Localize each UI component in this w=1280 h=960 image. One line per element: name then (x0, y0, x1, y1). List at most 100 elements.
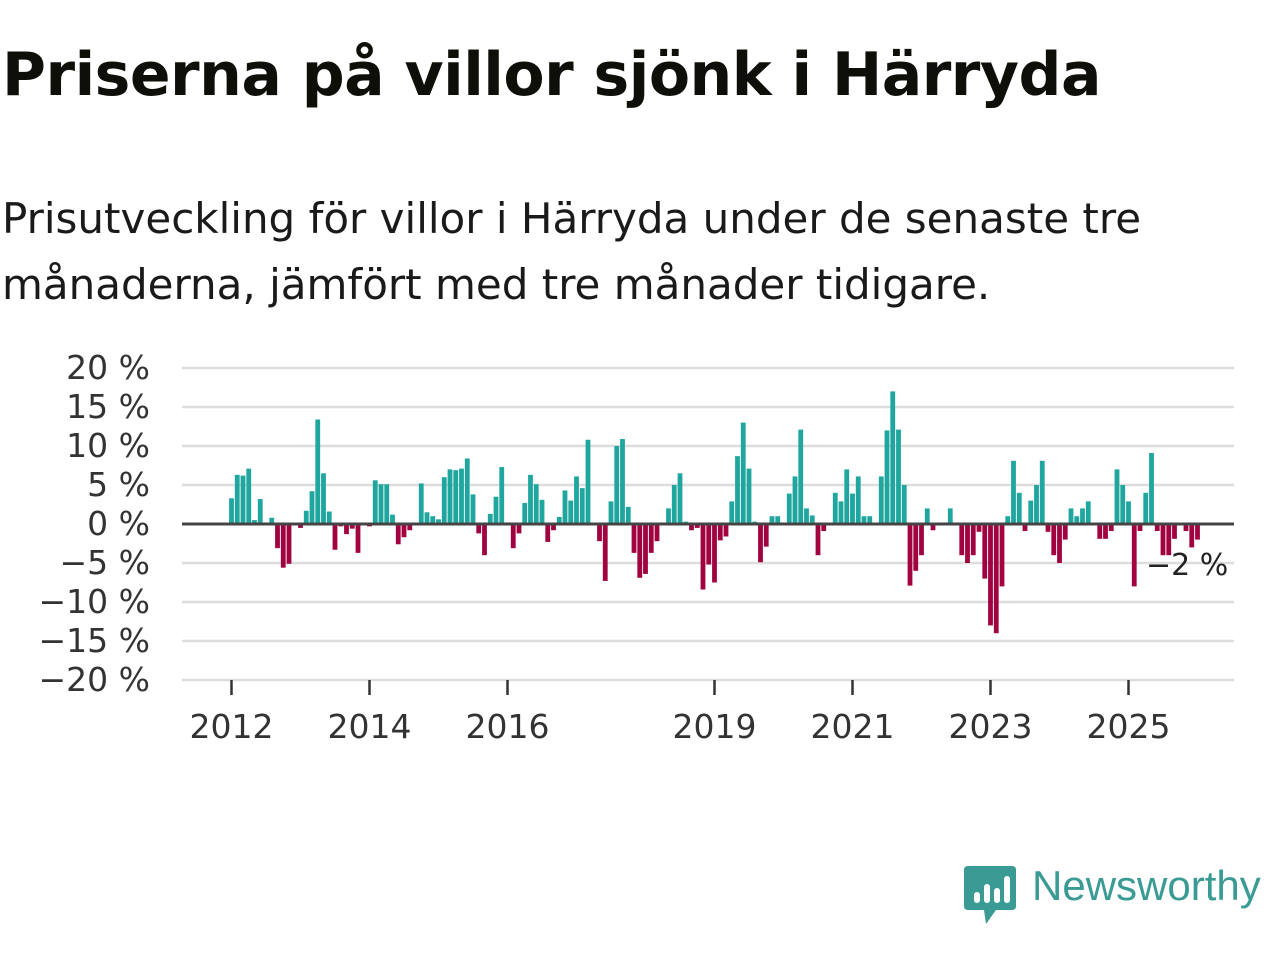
bar (901, 485, 907, 524)
bar (493, 496, 499, 524)
bar (758, 524, 763, 563)
bar (970, 524, 976, 556)
y-tick-label: −10 % (39, 582, 151, 621)
bar (539, 499, 545, 524)
bar (240, 475, 246, 524)
bar (286, 524, 292, 564)
bar (1005, 516, 1011, 524)
bar (677, 473, 683, 524)
bar (798, 429, 804, 524)
y-tick-label: −15 % (39, 621, 151, 660)
bar (275, 524, 280, 549)
bar (1126, 501, 1131, 524)
bar (671, 485, 677, 524)
bar (614, 446, 620, 524)
bar (533, 484, 539, 524)
bar (574, 476, 579, 524)
bar (482, 524, 487, 556)
bar (723, 524, 729, 537)
bar (510, 524, 516, 549)
bar (947, 508, 953, 524)
bar (924, 508, 930, 524)
bar (470, 494, 476, 524)
bar (907, 524, 913, 586)
bar (890, 391, 896, 524)
bar (395, 524, 401, 545)
bar (1160, 524, 1166, 556)
bar (1039, 460, 1045, 524)
bar (1183, 524, 1189, 532)
bar (637, 524, 643, 578)
bar (717, 524, 723, 541)
bar (884, 430, 890, 524)
bar (1085, 501, 1091, 524)
bar (930, 524, 936, 531)
bar (740, 422, 746, 524)
chart-title: Priserna på villor sjönk i Härryda (2, 40, 1101, 110)
bar (608, 501, 614, 524)
bar (648, 524, 654, 553)
bar (597, 524, 602, 542)
bar (1149, 453, 1154, 524)
brand-name: Newsworthy (1032, 862, 1261, 909)
bar (1057, 524, 1062, 563)
bar (769, 516, 775, 524)
y-axis-labels: 20 %15 %10 %5 %0 %−5 %−10 %−15 %−20 % (39, 348, 151, 699)
bar (1172, 524, 1177, 539)
y-tick-label: −5 % (60, 543, 151, 582)
bar-chart: 20 %15 %10 %5 %0 %−5 %−10 %−15 %−20 % 20… (39, 348, 1234, 746)
bar (993, 524, 999, 634)
bar (620, 438, 625, 524)
bar (1103, 524, 1108, 539)
bar (1143, 492, 1149, 524)
x-tick-label: 2014 (328, 707, 412, 746)
bar (988, 524, 993, 626)
y-tick-label: 5 % (87, 465, 150, 504)
bar (326, 511, 332, 524)
bar (1016, 492, 1022, 524)
bar (982, 524, 988, 579)
bar (349, 524, 355, 529)
bar (815, 524, 821, 556)
bar (459, 468, 464, 524)
bar (522, 502, 528, 524)
bar (1022, 524, 1028, 532)
bar (959, 524, 965, 556)
bar (499, 467, 505, 524)
bar (453, 470, 459, 524)
bar (1068, 508, 1074, 524)
bar (1120, 485, 1126, 524)
y-tick-label: 0 % (87, 504, 150, 543)
bar (321, 473, 326, 524)
x-tick-label: 2021 (811, 707, 895, 746)
bar (1080, 508, 1085, 524)
y-tick-label: 20 % (66, 348, 150, 387)
bar (476, 524, 482, 534)
bar (844, 469, 850, 524)
bar (729, 501, 735, 524)
bar (545, 524, 551, 542)
bar (1166, 524, 1172, 556)
bar (838, 501, 844, 524)
last-value-label: −2 % (1146, 548, 1228, 583)
bar (689, 524, 694, 531)
bar (1062, 524, 1068, 540)
bar (625, 506, 631, 524)
bar (861, 516, 867, 524)
bar (568, 500, 574, 524)
bar (999, 524, 1005, 587)
bar (666, 508, 671, 524)
chart-subtitle: Prisutveckling för villor i Härryda unde… (2, 194, 1142, 309)
bar (643, 524, 648, 574)
bar (1034, 485, 1039, 524)
bar (855, 476, 861, 524)
bar (234, 474, 240, 524)
x-axis: 2012 2014 2016 2019 2021 2023 2025 (190, 680, 1170, 746)
y-tick-label: 10 % (66, 426, 150, 465)
bar (878, 476, 884, 524)
bar (602, 524, 608, 581)
bar (246, 468, 252, 524)
newsworthy-logo-icon (964, 866, 1016, 924)
bar (763, 524, 769, 547)
bar (1051, 524, 1057, 556)
